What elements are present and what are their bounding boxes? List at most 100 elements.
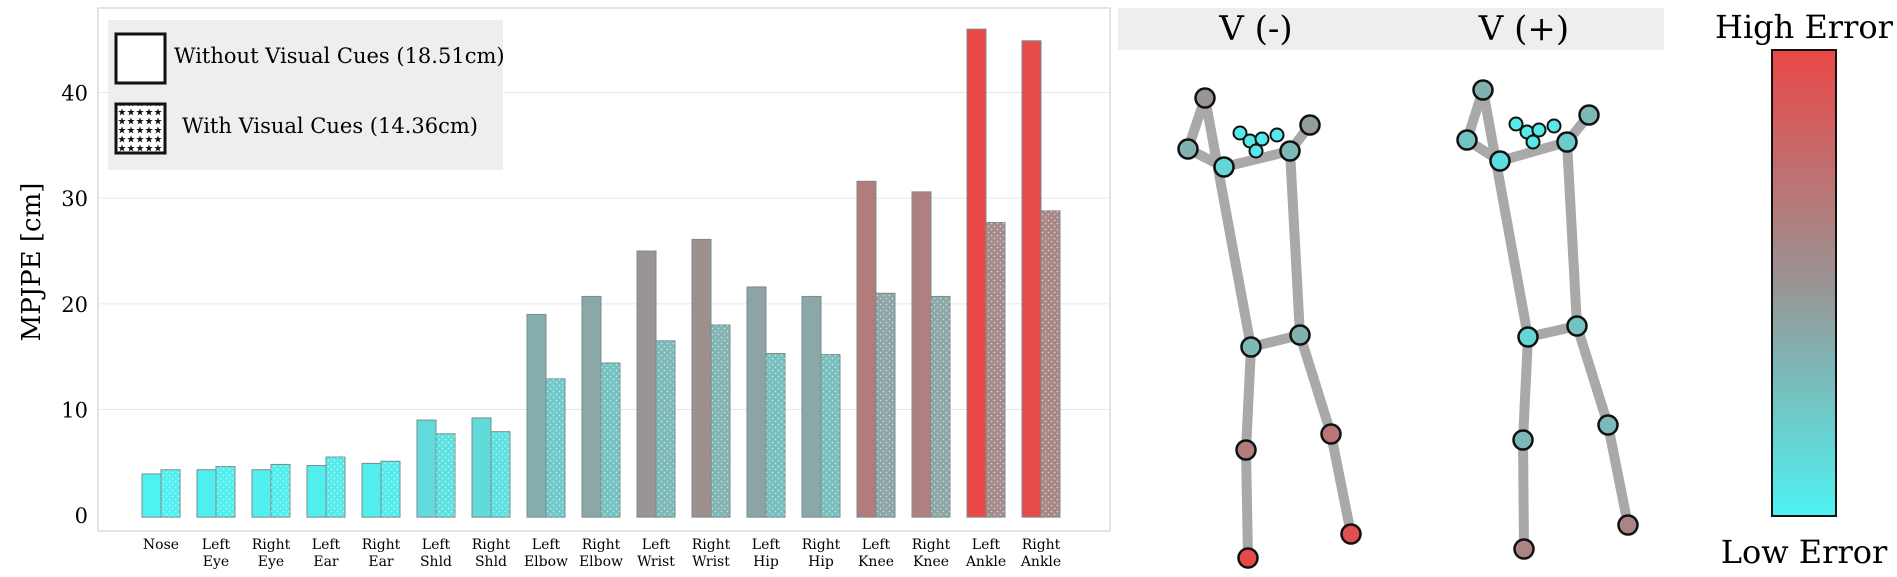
skeleton-title-with: V (+)	[1478, 9, 1569, 49]
x-tick-label: Eye	[258, 554, 284, 570]
bar-pattern-12	[821, 354, 840, 518]
x-tick-label: Left	[752, 537, 781, 553]
joint	[1556, 131, 1578, 153]
face-joint	[1531, 122, 1547, 138]
x-tick-label: Right	[362, 537, 401, 553]
joint	[1517, 326, 1539, 348]
bone	[1495, 137, 1572, 166]
x-tick-label: Left	[312, 537, 341, 553]
bar-pattern-2	[271, 464, 290, 518]
bar-without-1	[196, 469, 217, 518]
joint	[1279, 140, 1301, 162]
bar-pattern-11	[766, 353, 785, 518]
skeleton-header	[1118, 8, 1664, 50]
x-tick-label: Right	[472, 537, 511, 553]
bar-without-7	[526, 313, 547, 518]
joint	[1237, 547, 1259, 569]
bar-pattern-0	[161, 469, 180, 518]
legend-label-with: With Visual Cues (14.36cm)	[182, 114, 478, 138]
bone	[1478, 85, 1533, 342]
x-tick-label: Ear	[368, 554, 394, 570]
bar-pattern-3	[326, 457, 345, 518]
x-axis-ticks: Nose LeftEyeRightEyeLeftEarRightEarLeftSh…	[143, 537, 1061, 570]
face-joint	[1508, 116, 1524, 132]
x-tick-label: Wrist	[692, 554, 730, 570]
bar-pattern-16	[1041, 210, 1060, 518]
joint	[1578, 104, 1600, 126]
x-tick-label: Eye	[203, 554, 229, 570]
x-tick-label: Wrist	[637, 554, 675, 570]
x-tick-label: Left	[532, 537, 561, 553]
joint	[1597, 414, 1619, 436]
bar-without-5	[416, 419, 437, 518]
colorbar	[1771, 49, 1837, 517]
x-tick-label: Elbow	[524, 554, 568, 570]
bar-without-10	[691, 238, 712, 518]
joint	[1472, 79, 1494, 101]
legend-swatch-with	[114, 102, 167, 155]
legend-label-without: Without Visual Cues (18.51cm)	[174, 44, 505, 68]
bone	[1326, 429, 1356, 539]
bar-without-8	[581, 295, 602, 518]
bar-without-14	[911, 191, 932, 518]
bar-pattern-7	[546, 378, 565, 518]
y-axis-ticks: 0 10 20 30 40	[61, 82, 88, 529]
x-tick-label: Ear	[313, 554, 339, 570]
face-joint	[1269, 127, 1285, 143]
bar-without-2	[251, 469, 272, 518]
legend-swatch-without	[114, 32, 167, 85]
bar-without-6	[471, 417, 492, 518]
bar-without-11	[746, 286, 767, 518]
x-tick-label: Right	[252, 537, 291, 553]
y-tick-label: 0	[75, 504, 88, 528]
bone	[1285, 146, 1305, 340]
joint	[1512, 429, 1534, 451]
bone	[1241, 342, 1256, 455]
x-tick-label: Right	[912, 537, 951, 553]
x-tick-label: Left	[862, 537, 891, 553]
joint	[1240, 336, 1262, 358]
joint	[1177, 138, 1199, 160]
x-tick-label: Ankle	[965, 554, 1006, 570]
bar-without-3	[306, 464, 327, 518]
joint	[1320, 423, 1342, 445]
y-tick-label: 30	[61, 187, 88, 211]
skeleton-title-without: V (-)	[1218, 9, 1292, 49]
joint	[1456, 129, 1478, 151]
bar-pattern-8	[601, 363, 620, 518]
face-joint	[1254, 131, 1270, 147]
colorbar-high-label: High Error	[1715, 8, 1894, 46]
bar-without-16	[1021, 40, 1042, 518]
x-tick-label: Right	[582, 537, 621, 553]
colorbar-low-label: Low Error	[1721, 533, 1888, 571]
x-tick-label: Left	[202, 537, 231, 553]
bars	[141, 28, 1061, 518]
bar-without-0	[141, 473, 162, 518]
bar-pattern-13	[876, 293, 895, 518]
x-tick-label: Knee	[858, 554, 894, 570]
bar-without-15	[966, 28, 987, 518]
bone	[1241, 445, 1253, 563]
bar-pattern-10	[711, 324, 730, 518]
joint	[1340, 523, 1362, 545]
x-tick-label: Shld	[475, 554, 507, 570]
x-tick-label: Right	[802, 537, 841, 553]
x-tick-label: Left	[972, 537, 1001, 553]
bar-pattern-15	[986, 222, 1005, 518]
bone	[1572, 321, 1613, 430]
y-tick-label: 10	[61, 398, 88, 422]
bar-pattern-14	[931, 296, 950, 518]
x-tick-label: Left	[422, 537, 451, 553]
bar-pattern-9	[656, 340, 675, 518]
x-tick-label: Hip	[808, 554, 834, 570]
joint	[1289, 324, 1311, 346]
bar-without-13	[856, 180, 877, 518]
bone	[1200, 93, 1256, 352]
x-tick-label: Nose	[143, 537, 179, 553]
bone	[1295, 330, 1336, 439]
joint	[1489, 150, 1511, 172]
bar-pattern-1	[216, 466, 235, 518]
joint	[1194, 87, 1216, 109]
joint	[1617, 514, 1639, 536]
skeleton-without-visual-cues	[1177, 87, 1362, 569]
